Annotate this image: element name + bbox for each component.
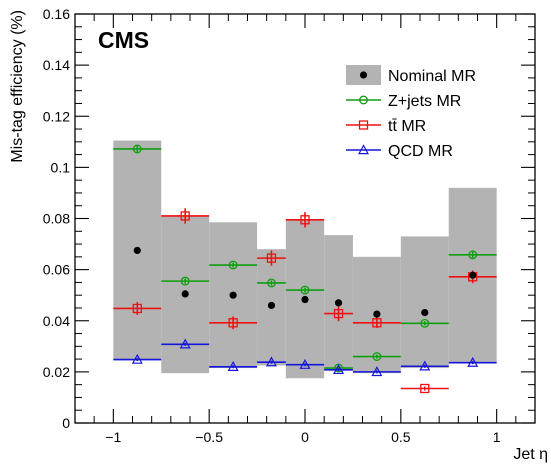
legend-label: QCD MR bbox=[388, 143, 453, 160]
data-point-marker bbox=[372, 352, 382, 361]
x-tick-label: 0.5 bbox=[391, 429, 411, 445]
x-tick-label: −1 bbox=[105, 429, 121, 445]
legend-label: Nominal MR bbox=[388, 68, 476, 85]
y-tick-label: 0.16 bbox=[43, 6, 70, 22]
series-layer bbox=[113, 144, 497, 394]
data-point-marker bbox=[467, 356, 479, 367]
data-point-marker bbox=[299, 358, 311, 369]
data-point-marker bbox=[300, 285, 310, 295]
data-point-marker bbox=[333, 308, 344, 319]
data-point-marker bbox=[227, 361, 239, 371]
data-point-marker bbox=[267, 301, 276, 310]
data-point-marker bbox=[131, 353, 143, 364]
y-tick-label: 0.06 bbox=[43, 262, 70, 278]
data-point-marker bbox=[181, 290, 189, 298]
data-point-marker bbox=[333, 364, 345, 375]
legend-entry: Nominal MR bbox=[346, 65, 476, 85]
y-tick-label: 0.02 bbox=[43, 364, 70, 380]
x-axis-title: Jet η bbox=[513, 446, 548, 463]
experiment-label: CMS bbox=[98, 27, 149, 53]
data-point-marker bbox=[372, 318, 382, 328]
data-point-marker bbox=[359, 71, 368, 79]
data-point-marker bbox=[180, 211, 190, 221]
data-point-marker bbox=[265, 356, 277, 367]
data-point-marker bbox=[469, 271, 477, 279]
series-qcd-mr bbox=[113, 338, 497, 377]
data-point-marker bbox=[133, 246, 141, 255]
x-tick-label: 0 bbox=[301, 429, 309, 445]
x-tick-label: 1 bbox=[493, 429, 501, 445]
data-point-marker bbox=[228, 318, 238, 328]
nominal-band-layer bbox=[113, 140, 497, 379]
y-axis-title: Mis-tag efficiency (%) bbox=[9, 10, 26, 163]
y-tick-label: 0.12 bbox=[43, 108, 70, 124]
series-z-jets-mr bbox=[113, 144, 497, 373]
x-tick-label: −0.5 bbox=[195, 429, 223, 445]
legend-entry: Z+jets MR bbox=[346, 93, 461, 110]
data-point-marker bbox=[228, 260, 238, 270]
y-tick-label: 0 bbox=[62, 415, 70, 431]
data-point-marker bbox=[468, 250, 478, 260]
data-point-marker bbox=[179, 338, 191, 349]
legend-entry: QCD MR bbox=[346, 143, 453, 160]
y-tick-label: 0.1 bbox=[51, 159, 71, 175]
legend: Nominal MR Z+jets MR tt̄ MR QCD MR bbox=[346, 65, 476, 160]
data-point-marker bbox=[180, 276, 190, 286]
data-point-marker bbox=[419, 360, 431, 371]
data-point-marker bbox=[358, 120, 369, 130]
data-point-marker bbox=[420, 318, 430, 328]
data-point-marker bbox=[420, 383, 430, 394]
legend-label: Z+jets MR bbox=[388, 93, 461, 110]
data-point-marker bbox=[132, 303, 142, 314]
data-point-marker bbox=[300, 215, 310, 225]
data-point-marker bbox=[229, 291, 237, 299]
series-nominal-mr bbox=[133, 246, 477, 318]
data-point-marker bbox=[421, 308, 429, 317]
legend-label: tt̄ MR bbox=[388, 118, 426, 135]
data-point-marker bbox=[266, 253, 277, 263]
data-point-marker bbox=[371, 366, 383, 377]
data-point-marker bbox=[359, 95, 368, 105]
axis-ticks bbox=[74, 13, 536, 424]
data-point-marker bbox=[334, 299, 343, 307]
data-point-marker bbox=[373, 310, 381, 318]
y-tick-label: 0.08 bbox=[43, 211, 70, 227]
y-tick-label: 0.04 bbox=[43, 313, 70, 329]
nominal-band-bin bbox=[400, 236, 449, 369]
data-point-marker bbox=[267, 278, 276, 288]
data-point-marker bbox=[132, 144, 142, 154]
y-tick-label: 0.14 bbox=[43, 57, 70, 73]
data-point-marker bbox=[301, 295, 309, 304]
legend-entry: tt̄ MR bbox=[346, 118, 426, 135]
axis-tick-labels: −1 −0.5 0 0.5 1 0 0.02 0.04 0.06 0.08 0.1 0.12 0.14 0… bbox=[43, 6, 501, 445]
data-point-marker bbox=[357, 144, 370, 155]
